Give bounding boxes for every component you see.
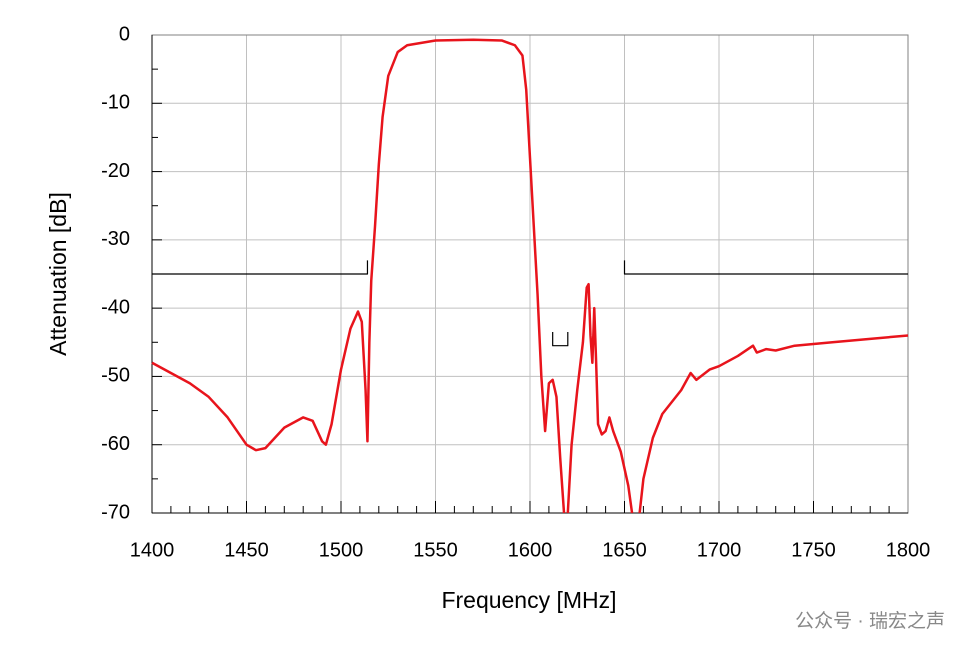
x-tick-label: 1400 — [130, 539, 175, 561]
y-tick-label: 0 — [119, 23, 130, 45]
series-line — [152, 260, 908, 347]
y-tick-label: -70 — [101, 501, 130, 523]
x-tick-label: 1700 — [697, 539, 742, 561]
x-axis-title: Frequency [MHz] — [441, 587, 616, 613]
x-tick-label: 1750 — [791, 539, 836, 561]
y-tick-label: -20 — [101, 160, 130, 182]
x-tick-label: 1600 — [508, 539, 553, 561]
y-tick-label: -10 — [101, 92, 130, 114]
y-tick-label: -40 — [101, 296, 130, 318]
y-axis-title: Attenuation [dB] — [45, 192, 71, 356]
watermark: 公众号 · 瑞宏之声 — [795, 610, 945, 632]
x-tick-label: 1550 — [413, 539, 458, 561]
series-line — [151, 38, 909, 514]
y-tick-label: -50 — [101, 365, 130, 387]
y-tick-label: -30 — [101, 228, 130, 250]
y-tick-label: -60 — [101, 433, 130, 455]
x-tick-label: 1450 — [224, 539, 269, 561]
x-tick-label: 1650 — [602, 539, 647, 561]
x-tick-label: 1800 — [886, 539, 931, 561]
x-tick-label: 1500 — [319, 539, 364, 561]
